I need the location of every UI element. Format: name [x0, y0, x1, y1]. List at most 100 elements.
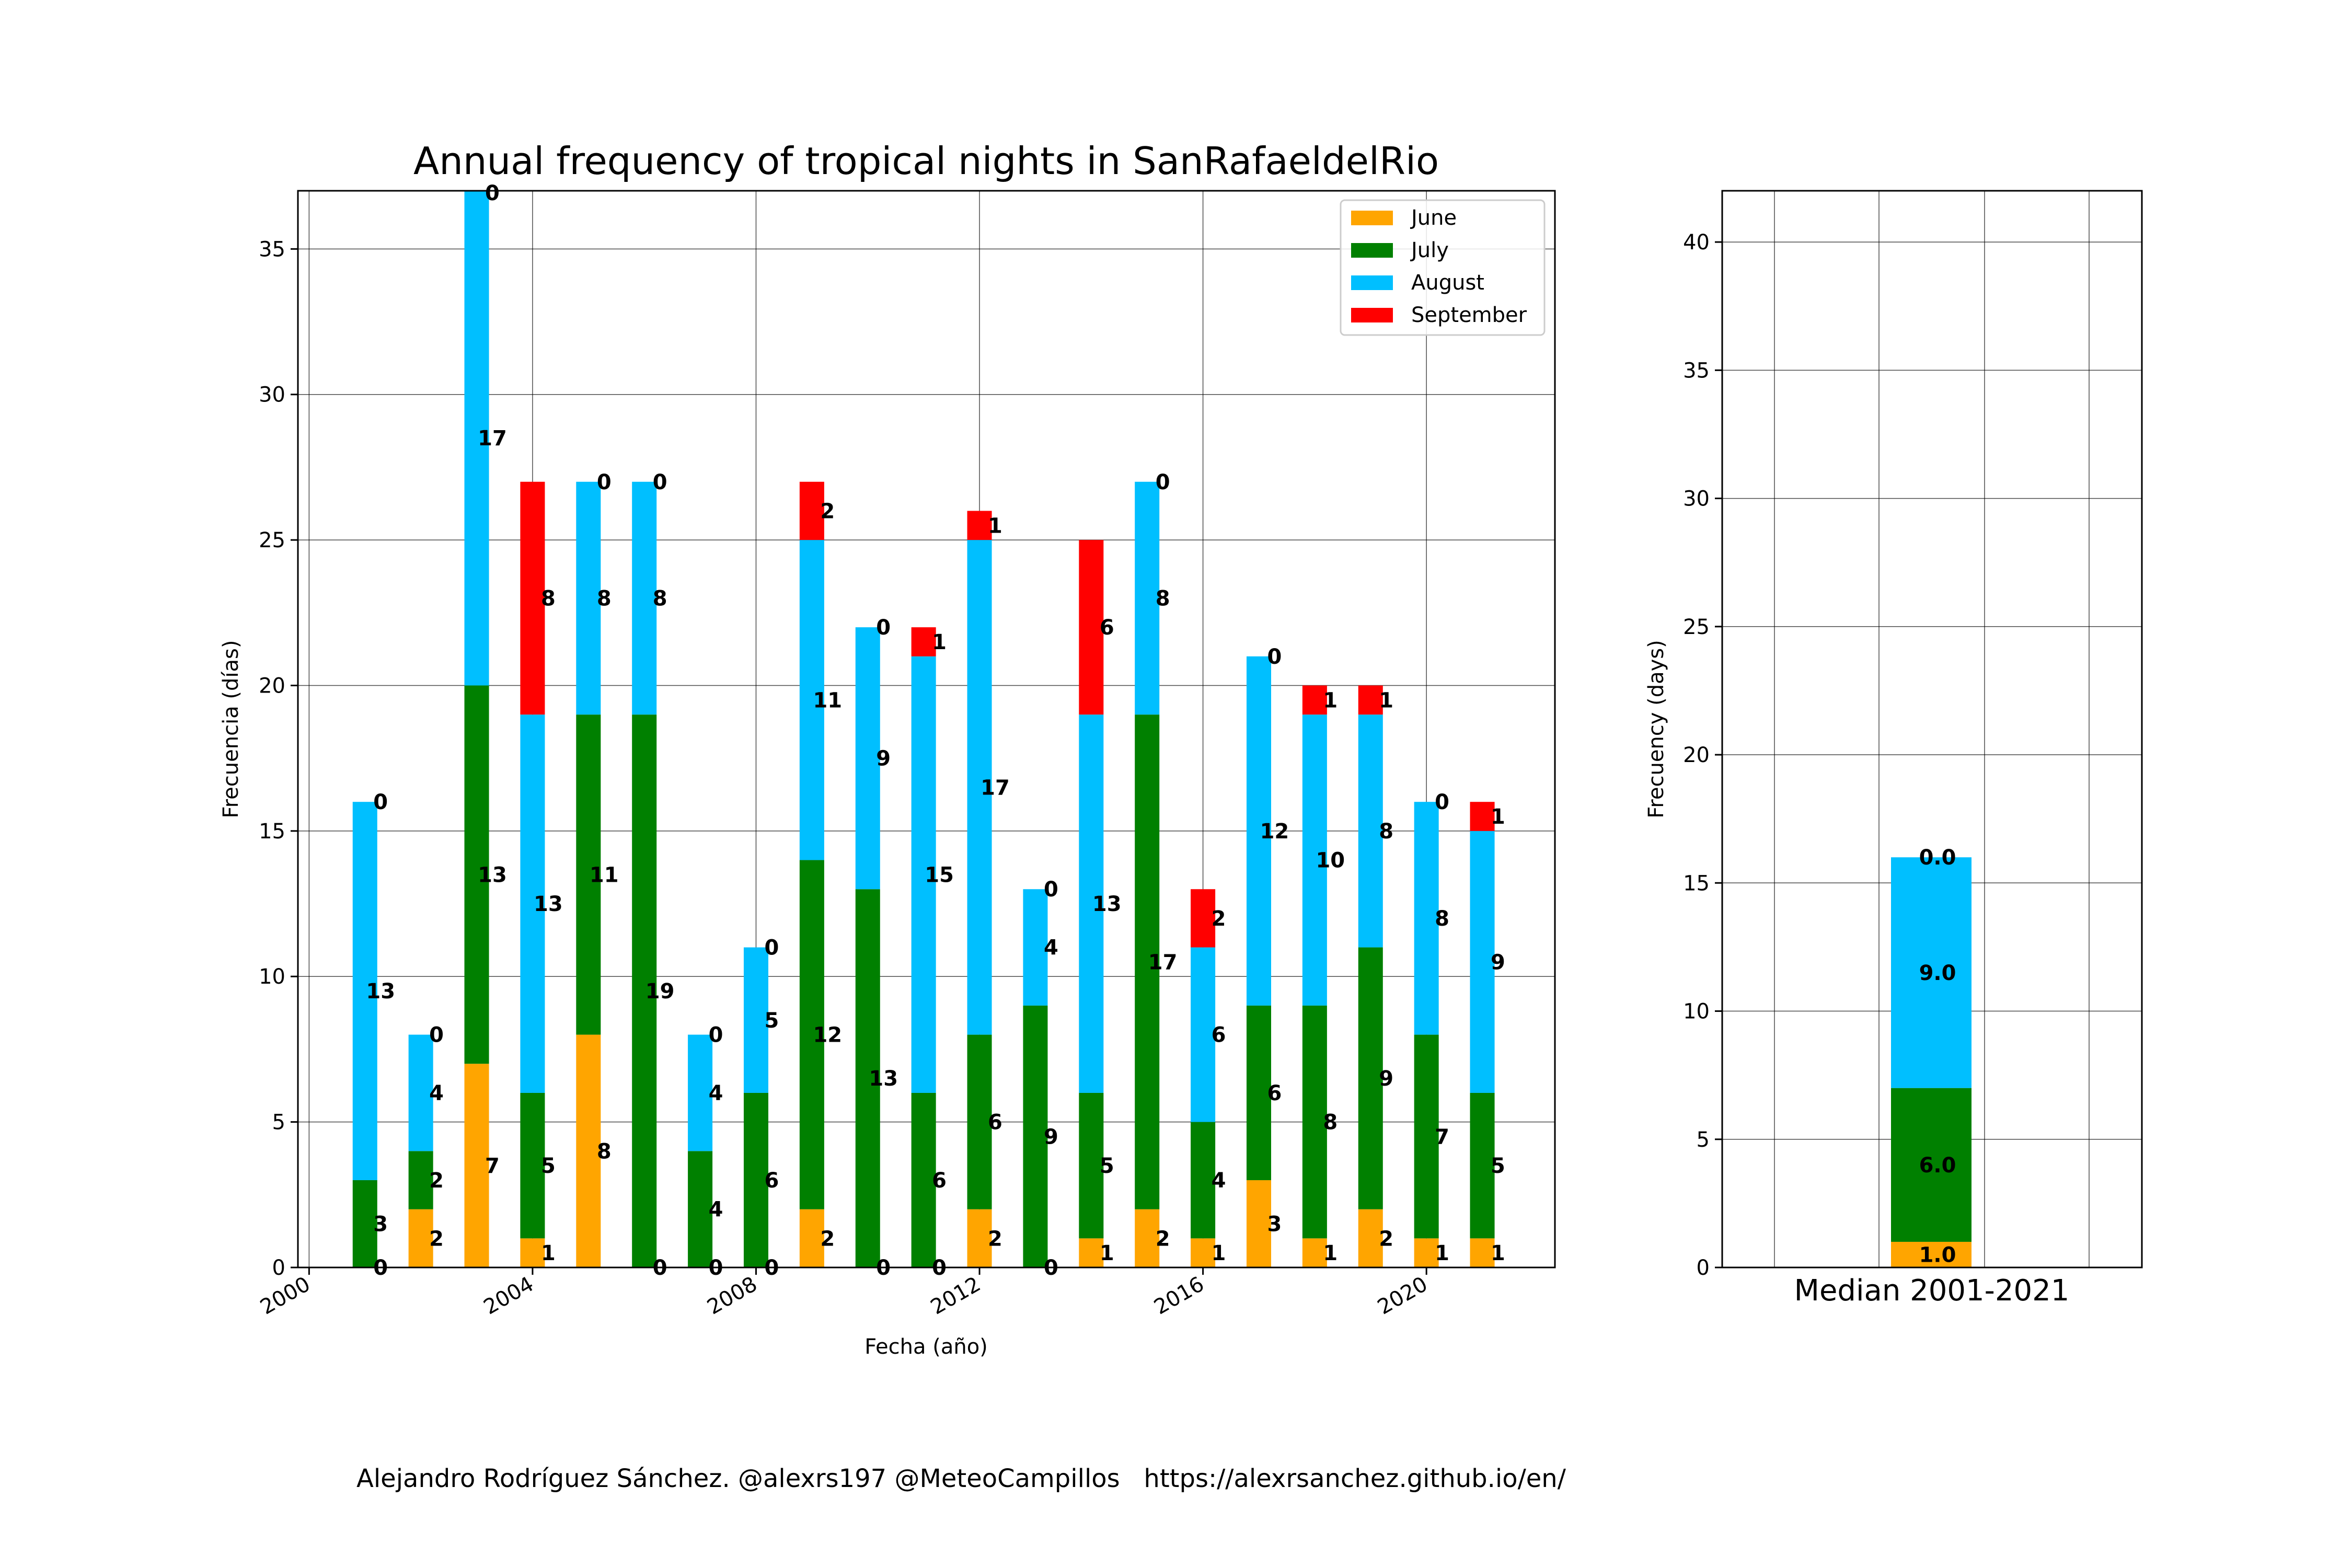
bar-2003-august — [464, 191, 489, 686]
bar-label-2003-july: 13 — [478, 863, 507, 887]
bar-label-2014-june: 1 — [1100, 1241, 1114, 1265]
bar-2013-july — [1023, 1005, 1048, 1267]
legend-swatch-september — [1351, 308, 1393, 322]
bar-label-2017-june: 3 — [1267, 1212, 1282, 1236]
main-bars — [352, 191, 1495, 1267]
legend-swatch-august — [1351, 275, 1393, 290]
bar-2011-july — [911, 1092, 936, 1267]
bar-2005-july — [576, 714, 601, 1035]
median-bar-labels: 1.0 6.0 9.0 0.0 — [1919, 846, 1956, 1267]
median-y-axis-label: Frecuency (days) — [1644, 640, 1668, 818]
median-y-tick-label-20: 20 — [1683, 743, 1710, 767]
bar-label-2006-july: 19 — [645, 979, 675, 1004]
bar-label-2013-september: 0 — [1044, 878, 1058, 902]
bar-label-2008-september: 0 — [764, 936, 779, 960]
median-y-tick-label-40: 40 — [1683, 230, 1710, 255]
legend-swatch-july — [1351, 243, 1393, 258]
median-y-tick-label-0: 0 — [1697, 1256, 1710, 1280]
bar-label-2001-july: 3 — [373, 1212, 388, 1236]
bar-2014-june — [1079, 1238, 1104, 1267]
median-y-tick-label-10: 10 — [1683, 1000, 1710, 1024]
bar-2016-september — [1191, 889, 1216, 948]
bar-2021-august — [1470, 831, 1495, 1093]
bar-label-2005-september: 0 — [597, 470, 612, 494]
footer-credits: Alejandro Rodríguez Sánchez. @alexrs197 … — [356, 1464, 1566, 1493]
bar-2015-june — [1135, 1209, 1160, 1267]
main-y-tick-label-5: 5 — [272, 1111, 285, 1135]
legend-label-august: August — [1411, 271, 1484, 295]
bar-label-2005-june: 8 — [597, 1139, 612, 1163]
main-y-tick-label-30: 30 — [259, 383, 285, 407]
bar-2016-august — [1191, 947, 1216, 1122]
bar-2009-august — [799, 540, 824, 860]
median-bar-august — [1891, 857, 1971, 1088]
bar-2018-september — [1302, 685, 1327, 715]
bar-label-2005-august: 8 — [597, 586, 612, 610]
main-y-tick-label-15: 15 — [259, 820, 285, 844]
bar-label-2013-august: 4 — [1044, 936, 1058, 960]
bar-2016-june — [1191, 1238, 1216, 1267]
bar-label-2018-august: 10 — [1316, 849, 1345, 873]
bar-2005-august — [576, 481, 601, 715]
bar-label-2011-september: 1 — [932, 630, 947, 654]
bar-label-2006-august: 8 — [653, 586, 667, 610]
bar-label-2017-august: 12 — [1260, 820, 1289, 844]
bar-2018-august — [1302, 714, 1327, 1006]
bar-label-2003-september: 0 — [485, 181, 500, 205]
legend: June July August September — [1340, 199, 1546, 336]
bar-2016-july — [1191, 1122, 1216, 1239]
median-y-tick-label-25: 25 — [1683, 615, 1710, 639]
median-bars — [1891, 857, 1971, 1267]
bar-label-2004-august: 13 — [534, 892, 563, 916]
median-y-tick-label-15: 15 — [1683, 871, 1710, 895]
bar-label-2014-september: 6 — [1100, 616, 1114, 640]
bar-2017-july — [1246, 1005, 1272, 1180]
bar-label-2012-september: 1 — [988, 514, 1002, 538]
bar-2018-july — [1302, 1005, 1327, 1239]
bar-label-2011-july: 6 — [932, 1169, 947, 1193]
bar-2019-july — [1358, 947, 1383, 1209]
bar-label-2008-july: 6 — [764, 1169, 779, 1193]
bar-label-2020-july: 7 — [1435, 1125, 1449, 1149]
bar-2018-june — [1302, 1238, 1327, 1267]
bar-2011-september — [911, 627, 936, 656]
bar-2014-august — [1079, 714, 1104, 1093]
bar-label-2015-june: 2 — [1156, 1227, 1170, 1251]
bar-label-2003-june: 7 — [485, 1154, 500, 1178]
bar-2010-july — [855, 889, 880, 1267]
bar-label-2010-august: 9 — [876, 747, 891, 771]
median-bar-label-june: 1.0 — [1919, 1243, 1956, 1267]
median-y-ticks: 0 5 10 15 20 25 30 35 40 — [1683, 230, 1722, 1280]
bar-2011-august — [911, 656, 936, 1093]
bar-2012-june — [967, 1209, 992, 1267]
bar-2013-august — [1023, 889, 1048, 1006]
bar-label-2009-august: 11 — [813, 688, 842, 712]
main-y-tick-label-20: 20 — [259, 674, 285, 698]
bar-label-2007-september: 0 — [709, 1023, 723, 1047]
bar-label-2011-august: 15 — [925, 863, 954, 887]
median-x-axis-label: Median 2001-2021 — [1794, 1274, 2070, 1308]
bar-label-2008-august: 5 — [764, 1009, 779, 1033]
bar-label-2016-august: 6 — [1212, 1023, 1226, 1047]
main-y-tick-label-10: 10 — [259, 965, 285, 989]
bar-label-2003-august: 17 — [478, 426, 507, 451]
legend-frame — [1340, 199, 1546, 336]
bar-2017-june — [1246, 1180, 1272, 1267]
bar-label-2005-july: 11 — [590, 863, 619, 887]
bar-label-2018-september: 1 — [1323, 688, 1338, 712]
bar-label-2012-august: 17 — [981, 776, 1010, 800]
bar-label-2018-july: 8 — [1323, 1111, 1338, 1135]
legend-label-june: June — [1410, 206, 1457, 230]
bar-2004-august — [520, 714, 545, 1093]
bar-label-2004-september: 8 — [541, 586, 556, 610]
main-plot-frame — [297, 190, 1556, 1269]
bar-label-2007-july: 4 — [709, 1198, 723, 1222]
median-bar-label-september: 0.0 — [1919, 846, 1956, 870]
bar-2010-august — [855, 627, 880, 890]
bar-2002-july — [408, 1151, 433, 1209]
bar-2001-august — [352, 802, 377, 1180]
bar-label-2009-july: 12 — [813, 1023, 842, 1047]
median-y-tick-label-35: 35 — [1683, 359, 1710, 383]
bar-2021-june — [1470, 1238, 1495, 1267]
main-y-tick-label-25: 25 — [259, 528, 285, 552]
